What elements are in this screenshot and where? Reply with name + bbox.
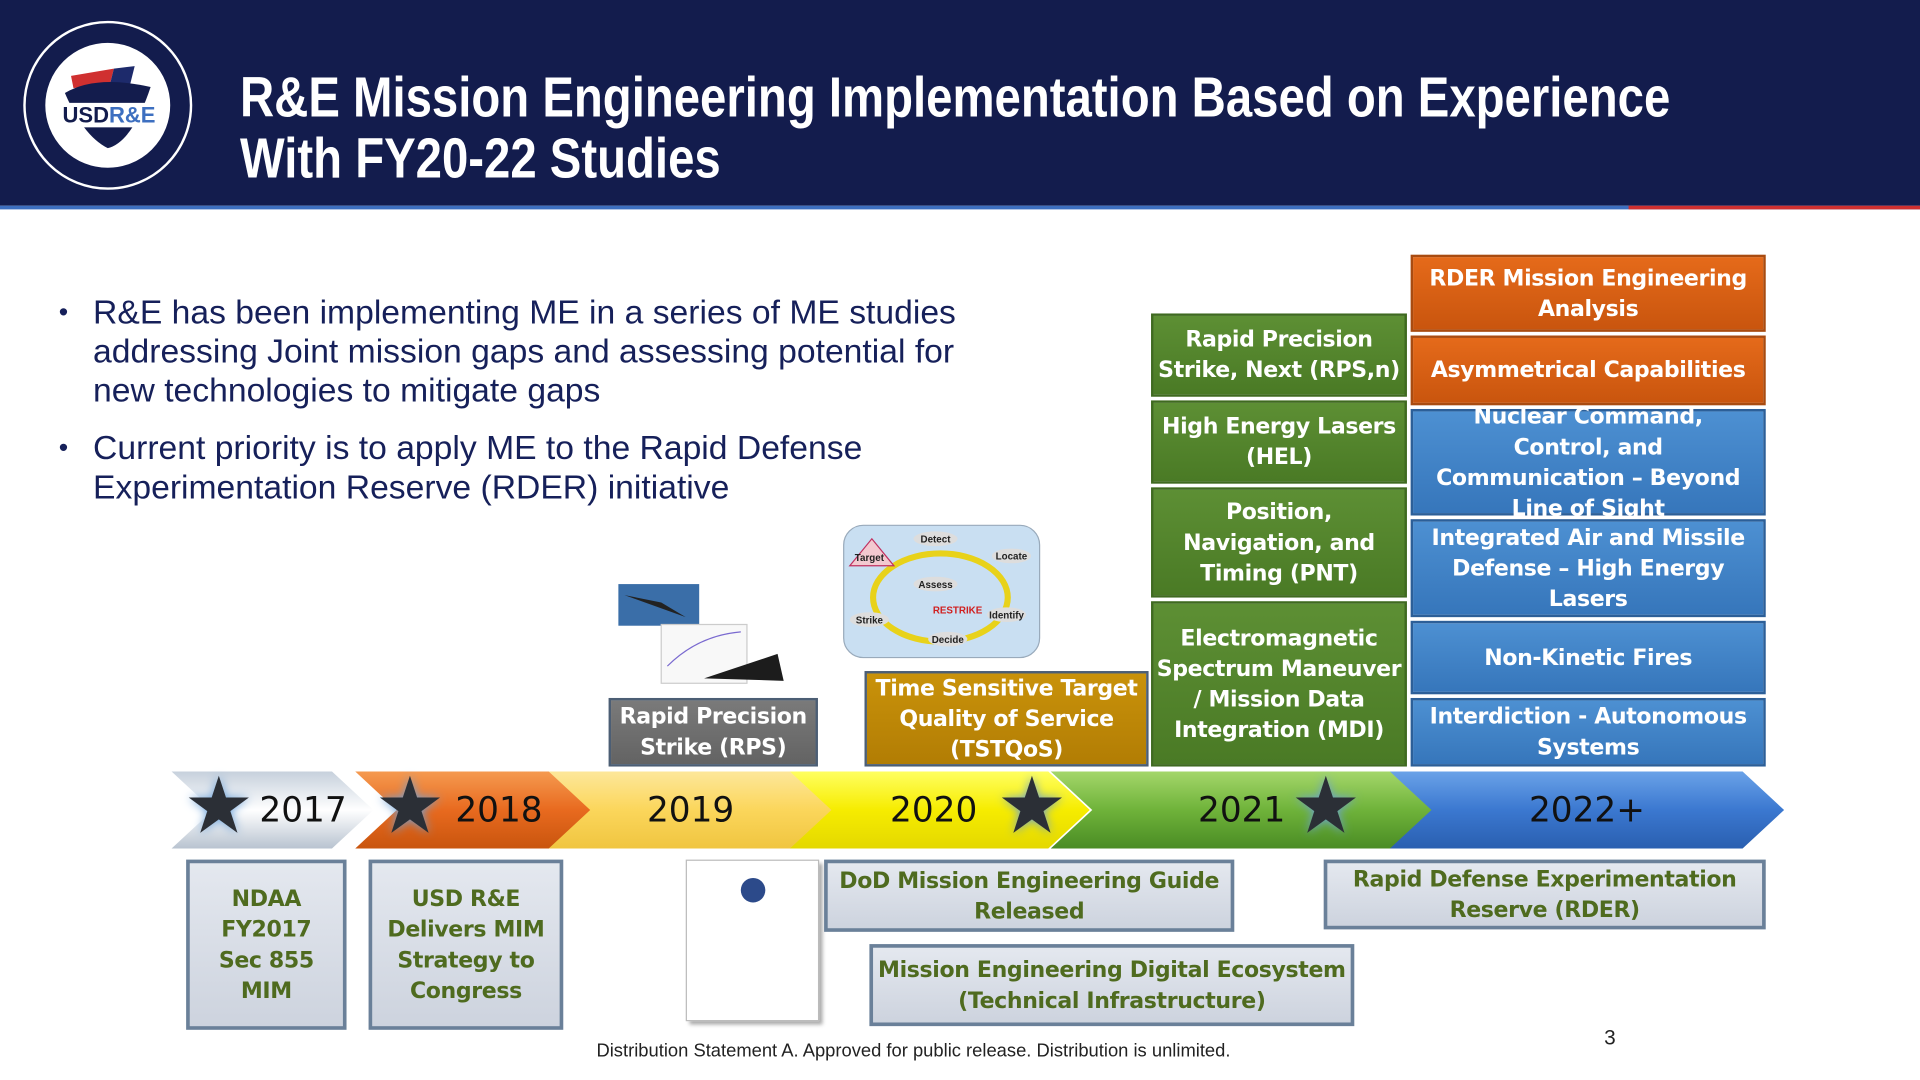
milestone-usdre-strategy: USD R&E Delivers MIM Strategy to Congres… bbox=[368, 859, 564, 1030]
svg-text:Decide: Decide bbox=[932, 635, 965, 646]
bullet-icon: • bbox=[58, 432, 69, 463]
header-divider bbox=[0, 205, 1920, 210]
svg-text:Target: Target bbox=[855, 553, 885, 564]
slide-title-line-2: With FY20-22 Studies bbox=[240, 126, 721, 190]
header-bar bbox=[0, 0, 1920, 206]
study-hel: High Energy Lasers (HEL) bbox=[1151, 400, 1407, 484]
me-guide-document-thumbnail bbox=[685, 859, 820, 1022]
svg-text:RESTRIKE: RESTRIKE bbox=[933, 605, 983, 616]
svg-text:Locate: Locate bbox=[996, 552, 1028, 563]
milestone-digital-ecosystem: Mission Engineering Digital Ecosystem (T… bbox=[869, 944, 1355, 1027]
study-rps: Rapid Precision Strike (RPS) bbox=[608, 697, 818, 767]
page-number: 3 bbox=[1604, 1026, 1616, 1050]
study-nc3-blos: Nuclear Command, Control, and Communicat… bbox=[1410, 403, 1766, 521]
hypersonic-vehicle-graphic bbox=[618, 584, 784, 684]
timeline-segment-2020: 2020 bbox=[790, 771, 1090, 848]
study-rder-analysis: RDER Mission Engineering Analysis bbox=[1410, 254, 1766, 332]
study-interdiction: Interdiction - Autonomous Systems bbox=[1410, 697, 1766, 767]
study-rpsn: Rapid Precision Strike, Next (RPS,n) bbox=[1151, 313, 1407, 397]
usdre-seal-logo: USDR&E bbox=[23, 20, 193, 190]
svg-text:Assess: Assess bbox=[918, 580, 953, 591]
timeline-segment-2019: 2019 bbox=[549, 771, 833, 848]
bullet-item: • Current priority is to apply ME to the … bbox=[58, 428, 863, 506]
timeline-segment-2022: 2022+ bbox=[1390, 771, 1784, 848]
bullet-icon: • bbox=[58, 296, 69, 327]
study-tstqos: Time Sensitive Target Quality of Service… bbox=[864, 671, 1149, 767]
slide-title-line-1: R&E Mission Engineering Implementation B… bbox=[240, 64, 1671, 129]
bullet-item: • R&E has been implementing ME in a serie… bbox=[58, 292, 956, 409]
svg-text:Strike: Strike bbox=[856, 615, 884, 626]
study-iamd-hel: Integrated Air and Missile Defense – Hig… bbox=[1410, 519, 1766, 618]
study-nonkinetic: Non-Kinetic Fires bbox=[1410, 620, 1766, 695]
header-accent bbox=[1628, 205, 1920, 210]
kill-chain-cycle-diagram: Detect Locate Identify Decide Strike Tar… bbox=[843, 524, 1041, 659]
svg-text:Identify: Identify bbox=[989, 610, 1024, 621]
dod-seal-icon bbox=[740, 877, 765, 903]
milestone-star-icon: ★ bbox=[996, 761, 1067, 850]
svg-text:USDR&E: USDR&E bbox=[62, 102, 155, 127]
study-pnt: Position, Navigation, and Timing (PNT) bbox=[1151, 487, 1407, 598]
timeline-segment-2021: 2021 bbox=[1051, 771, 1433, 848]
milestone-me-guide: DoD Mission Engineering Guide Released bbox=[824, 859, 1235, 932]
milestone-rder: Rapid Defense Experimentation Reserve (R… bbox=[1323, 859, 1766, 930]
milestone-star-icon: ★ bbox=[183, 761, 254, 850]
milestone-star-icon: ★ bbox=[1290, 761, 1361, 850]
milestone-ndaa: NDAA FY2017 Sec 855 MIM bbox=[186, 859, 347, 1030]
study-asymmetrical: Asymmetrical Capabilities bbox=[1410, 335, 1766, 406]
milestone-star-icon: ★ bbox=[374, 761, 445, 850]
study-ems-mdi: Electromagnetic Spectrum Maneuver / Miss… bbox=[1151, 601, 1407, 767]
distribution-statement: Distribution Statement A. Approved for p… bbox=[596, 1040, 1231, 1062]
timeline-segment-2018: 2018 bbox=[355, 771, 594, 848]
svg-text:Detect: Detect bbox=[921, 534, 952, 545]
